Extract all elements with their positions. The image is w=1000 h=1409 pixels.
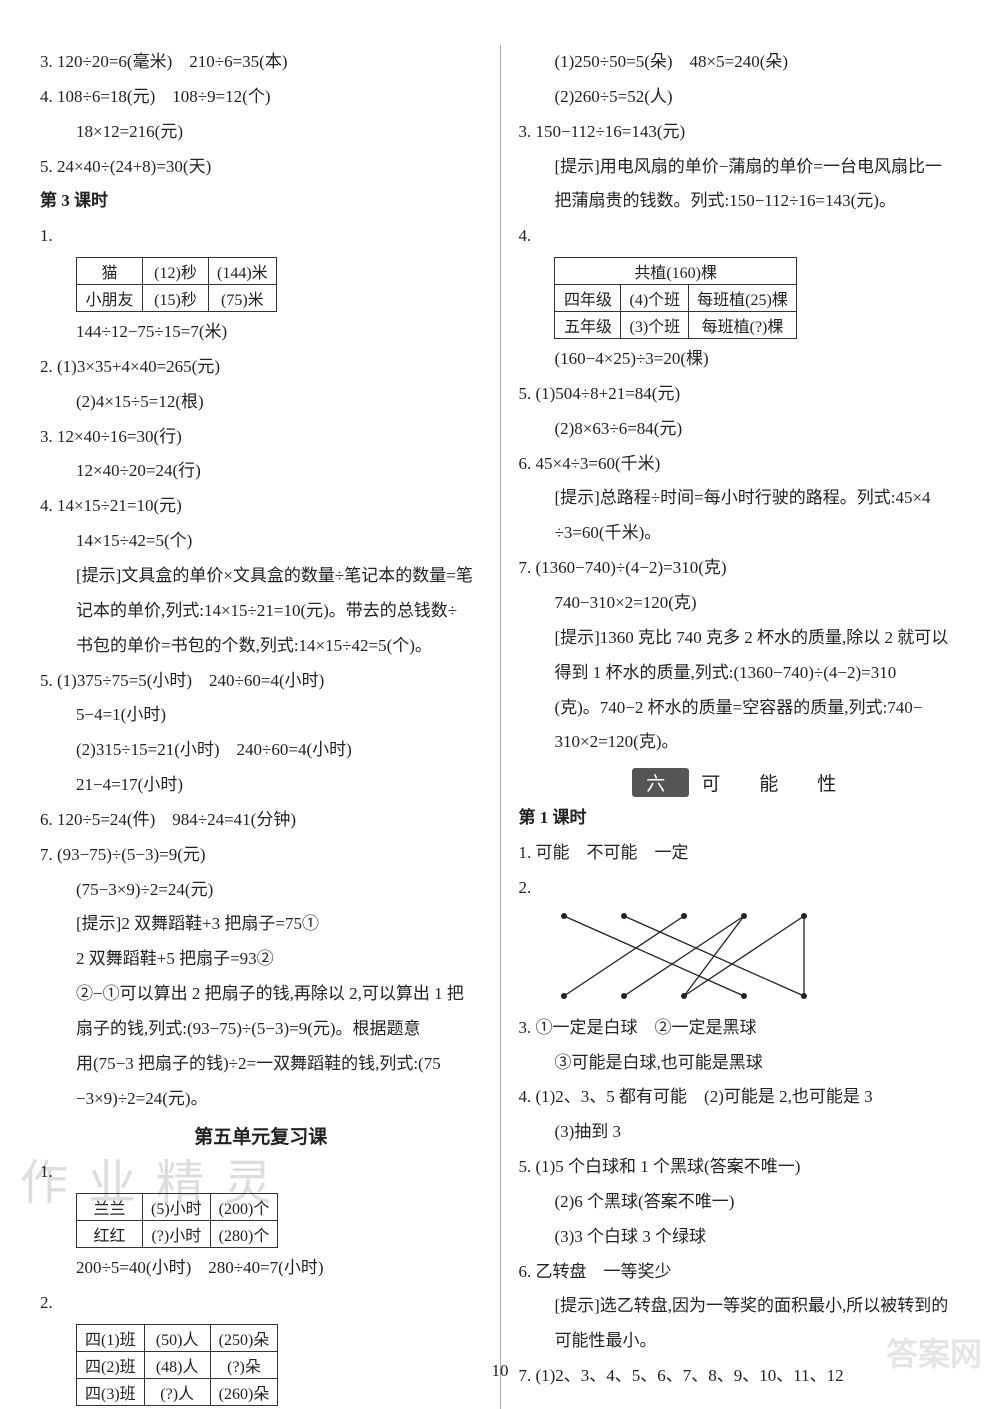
hint: ②−①可以算出 2 把扇子的钱,再除以 2,可以算出 1 把: [40, 977, 482, 1012]
table-2: 兰兰(5)小时(200)个 红红(?)小时(280)个: [76, 1193, 278, 1248]
text: 6. 乙转盘 一等奖少: [518, 1255, 960, 1290]
text: 4.: [518, 219, 960, 254]
right-column: (1)250÷50=5(朵) 48×5=240(朵) (2)260÷5=52(人…: [518, 45, 960, 1409]
text: (2)315÷15=21(小时) 240÷60=4(小时): [40, 733, 482, 768]
text: 7. (1360−740)÷(4−2)=310(克): [518, 551, 960, 586]
text: 1. 可能 不可能 一定: [518, 836, 960, 871]
text: 3. 150−112÷16=143(元): [518, 115, 960, 150]
page-number: 10: [0, 1361, 1000, 1381]
text: 6. 120÷5=24(件) 984÷24=41(分钟): [40, 803, 482, 838]
text: 3. 12×40÷16=30(行): [40, 420, 482, 455]
text: 21−4=17(小时): [40, 768, 482, 803]
hint: [提示]1360 克比 740 克多 2 杯水的质量,除以 2 就可以: [518, 621, 960, 656]
hint: [提示]2 双舞蹈鞋+3 把扇子=75①: [40, 907, 482, 942]
text: 3. ①一定是白球 ②一定是黑球: [518, 1011, 960, 1046]
text: 4. 108÷6=18(元) 108÷9=12(个): [40, 80, 482, 115]
hint: 记本的单价,列式:14×15÷21=10(元)。带去的总钱数÷: [40, 594, 482, 629]
text: (2)260÷5=52(人): [518, 80, 960, 115]
text: 5. (1)375÷75=5(小时) 240÷60=4(小时): [40, 664, 482, 699]
text: 2.: [518, 871, 960, 906]
table-4: 共植(160)棵 四年级(4)个班每班植(25)棵 五年级(3)个班每班植(?)…: [554, 257, 796, 339]
hint: 可能性最小。: [518, 1324, 960, 1359]
text: 2.: [40, 1286, 482, 1321]
text: 5. (1)5 个白球和 1 个黑球(答案不唯一): [518, 1150, 960, 1185]
hint: (克)。740−2 杯水的质量=空容器的质量,列式:740−: [518, 691, 960, 726]
hint: 310×2=120(克)。: [518, 725, 960, 760]
section-heading: 第 3 课时: [40, 184, 482, 219]
text: 5−4=1(小时): [40, 698, 482, 733]
unit6-tag: 六: [632, 768, 689, 797]
text: 144÷12−75÷15=7(米): [40, 315, 482, 350]
text: 12×40÷20=24(行): [40, 454, 482, 489]
text: (2)6 个黑球(答案不唯一): [518, 1185, 960, 1220]
column-divider: [500, 45, 501, 1409]
hint: ÷3=60(千米)。: [518, 516, 960, 551]
text: (3)3 个白球 3 个绿球: [518, 1220, 960, 1255]
text: (3)抽到 3: [518, 1115, 960, 1150]
text: 5. (1)504÷8+21=84(元): [518, 377, 960, 412]
hint: [提示]用电风扇的单价−蒲扇的单价=一台电风扇比一: [518, 150, 960, 185]
unit5-title: 第五单元复习课: [40, 1122, 482, 1149]
text: (2)4×15÷5=12(根): [40, 385, 482, 420]
hint: 2 双舞蹈鞋+5 把扇子=93②: [40, 942, 482, 977]
text: (1)250÷50=5(朵) 48×5=240(朵): [518, 45, 960, 80]
section-heading: 第 1 课时: [518, 801, 960, 836]
text: 740−310×2=120(克): [518, 586, 960, 621]
text: (160−4×25)÷3=20(棵): [518, 342, 960, 377]
hint: 用(75−3 把扇子的钱)÷2=一双舞蹈鞋的钱,列式:(75: [40, 1047, 482, 1082]
hint: 得到 1 杯水的质量,列式:(1360−740)÷(4−2)=310: [518, 656, 960, 691]
text: 5. 24×40÷(24+8)=30(天): [40, 150, 482, 185]
hint: −3×9)÷2=24(元)。: [40, 1082, 482, 1117]
text: ③可能是白球,也可能是黑球: [518, 1046, 960, 1081]
unit6-title: 六可 能 性: [518, 768, 960, 797]
hint: [提示]选乙转盘,因为一等奖的面积最小,所以被转到的: [518, 1289, 960, 1324]
hint: [提示]文具盒的单价×文具盒的数量÷笔记本的数量=笔: [40, 559, 482, 594]
text: 200÷5=40(小时) 280÷40=7(小时): [40, 1251, 482, 1286]
hint: 书包的单价=书包的个数,列式:14×15÷42=5(个)。: [40, 629, 482, 664]
text: (75−3×9)÷2=24(元): [40, 873, 482, 908]
text: 14×15÷42=5(个): [40, 524, 482, 559]
text: 1.: [40, 1155, 482, 1190]
text: 4. 14×15÷21=10(元): [40, 489, 482, 524]
text: 4. (1)2、3、5 都有可能 (2)可能是 2,也可能是 3: [518, 1080, 960, 1115]
text: 6. 45×4÷3=60(千米): [518, 447, 960, 482]
text: 7. (93−75)÷(5−3)=9(元): [40, 838, 482, 873]
text: 3. 120÷20=6(毫米) 210÷6=35(本): [40, 45, 482, 80]
hint: 扇子的钱,列式:(93−75)÷(5−3)=9(元)。根据题意: [40, 1012, 482, 1047]
text: (2)8×63÷6=84(元): [518, 412, 960, 447]
left-column: 3. 120÷20=6(毫米) 210÷6=35(本) 4. 108÷6=18(…: [40, 45, 482, 1409]
matching-diagram: [554, 908, 824, 1004]
text: 18×12=216(元): [40, 115, 482, 150]
hint: [提示]总路程÷时间=每小时行驶的路程。列式:45×4: [518, 481, 960, 516]
text: 2. (1)3×35+4×40=265(元): [40, 350, 482, 385]
table-1: 猫(12)秒(144)米 小朋友(15)秒(75)米: [76, 257, 277, 312]
text: 1.: [40, 219, 482, 254]
hint: 把蒲扇贵的钱数。列式:150−112÷16=143(元)。: [518, 184, 960, 219]
